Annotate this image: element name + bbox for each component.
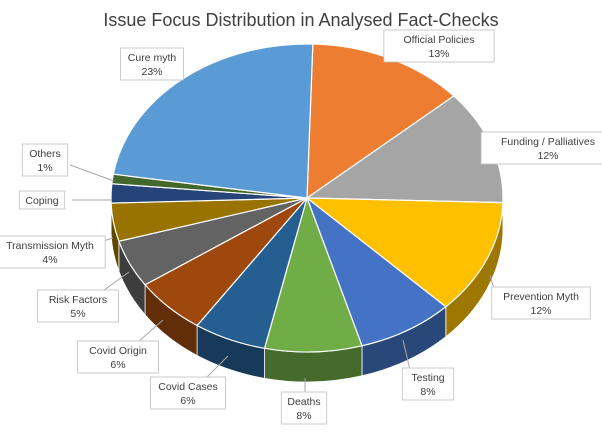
data-label-coping: Coping	[19, 191, 64, 209]
data-label-percent: 13%	[428, 48, 449, 60]
data-label-cure-myth: Cure myth 23%	[120, 48, 183, 80]
leader-line-others	[70, 165, 114, 181]
data-label-name: Official Policies	[404, 34, 475, 46]
data-label-official-policies: Official Policies 13%	[384, 30, 494, 62]
data-label-percent: 12%	[530, 305, 551, 317]
data-label-prevention-myth: Prevention Myth 12%	[492, 287, 591, 319]
data-label-others: Others 1%	[22, 144, 67, 176]
data-label-risk-factors: Risk Factors 5%	[38, 290, 119, 322]
data-label-percent: 6%	[180, 395, 195, 407]
data-label-percent: 23%	[141, 66, 162, 78]
data-label-name: Deaths	[287, 396, 320, 408]
data-label-name: Cure myth	[128, 52, 177, 64]
data-label-transmission-myth: Transmission Myth 4%	[0, 236, 105, 268]
data-label-name: Covid Cases	[158, 381, 218, 393]
data-label-percent: 8%	[420, 386, 435, 398]
data-label-percent: 6%	[110, 359, 125, 371]
data-label-percent: 5%	[70, 308, 85, 320]
data-label-name: Others	[29, 148, 61, 160]
data-label-covid-cases: Covid Cases 6%	[151, 377, 226, 409]
data-label-name: Funding / Palliatives	[501, 136, 595, 148]
data-label-name: Transmission Myth	[6, 240, 94, 252]
data-label-percent: 1%	[37, 162, 52, 174]
data-label-percent: 8%	[296, 410, 311, 422]
leader-line-covid-origin	[138, 320, 163, 342]
data-label-percent: 4%	[42, 254, 57, 266]
data-label-name: Coping	[25, 195, 58, 207]
data-label-name: Testing	[411, 372, 444, 384]
data-label-covid-origin: Covid Origin 6%	[78, 341, 159, 373]
data-label-percent: 12%	[537, 150, 558, 162]
data-label-deaths: Deaths 8%	[281, 392, 326, 424]
data-label-testing: Testing 8%	[402, 368, 453, 400]
data-label-funding-palliatives: Funding / Palliatives 12%	[481, 132, 602, 164]
data-label-name: Prevention Myth	[503, 291, 579, 303]
pie-top-layer	[111, 44, 503, 352]
data-label-name: Covid Origin	[89, 345, 147, 357]
chart-title: Issue Focus Distribution in Analysed Fac…	[103, 10, 498, 30]
data-label-name: Risk Factors	[49, 294, 107, 306]
